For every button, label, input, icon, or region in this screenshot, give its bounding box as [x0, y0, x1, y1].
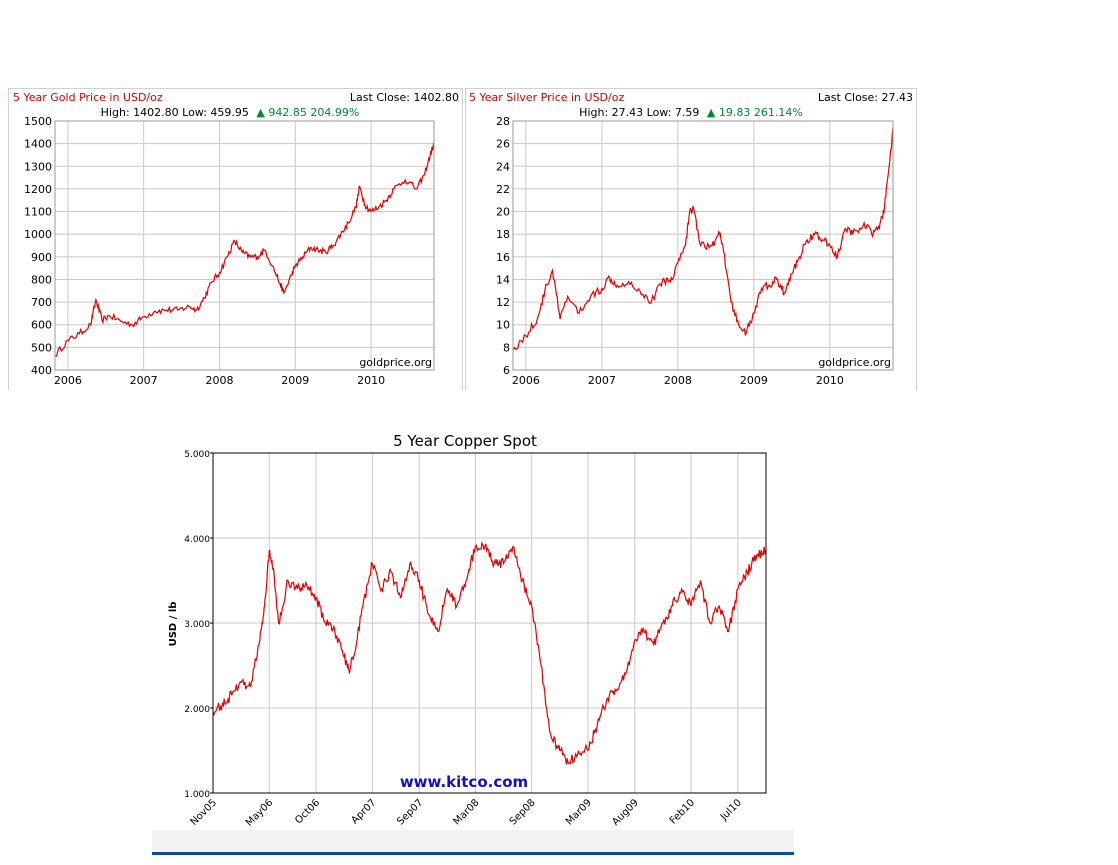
copper-y-tick-label: 4.000: [184, 535, 210, 545]
copper-y-tick-label: 1.000: [184, 790, 210, 800]
silver-x-tick-label: 2010: [816, 374, 844, 387]
copper-plot-border: [212, 452, 767, 794]
silver-y-tick-label: 20: [496, 206, 510, 219]
silver-y-tick-label: 18: [496, 228, 510, 241]
silver-y-tick-label: 12: [496, 296, 510, 309]
gold-plot-border: [54, 120, 435, 371]
copper-x-tick-label: Nov05: [189, 797, 220, 828]
silver-y-tick-label: 28: [496, 115, 510, 128]
gold-y-tick-label: 1000: [24, 228, 52, 241]
silver-x-ticks: 2006 2007 2008 2009 2010: [512, 374, 844, 387]
silver-y-ticks: 6 8 10 12 14 16 18 20 22 24 26 28: [496, 115, 510, 377]
gold-y-tick-label: 1400: [24, 138, 52, 151]
bottom-rule: [152, 852, 794, 855]
silver-y-tick-label: 14: [496, 273, 510, 286]
gold-x-ticks: 2006 2007 2008 2009 2010: [54, 374, 385, 387]
silver-y-tick-label: 26: [496, 138, 510, 151]
gold-change: 942.85 204.99%: [268, 106, 359, 119]
copper-y-ticks: 1.000 2.000 3.000 4.000 5.000: [184, 450, 213, 800]
copper-grid: [212, 452, 766, 794]
silver-chart-svg: 5 Year Silver Price in USD/oz Last Close…: [465, 88, 917, 390]
copper-x-tick-label: Sep08: [508, 797, 538, 827]
silver-high-low: High: 27.43 Low: 7.59: [579, 106, 699, 119]
gold-x-tick-label: 2008: [205, 374, 233, 387]
silver-change-arrow-icon: ▲: [707, 106, 716, 119]
copper-title: 5 Year Copper Spot: [393, 432, 537, 450]
gold-y-tick-label: 1100: [24, 206, 52, 219]
silver-x-tick-label: 2008: [664, 374, 692, 387]
copper-chart-svg: 5 Year Copper Spot USD / lb 1.000 2.000 3.…: [168, 432, 767, 829]
silver-title: 5 Year Silver Price in USD/oz: [469, 91, 624, 104]
gold-watermark: goldprice.org: [359, 356, 432, 369]
copper-x-tick-label: May06: [244, 797, 275, 828]
silver-x-tick-label: 2007: [588, 374, 616, 387]
gold-x-tick-label: 2007: [130, 374, 158, 387]
copper-y-tick-label: 3.000: [184, 620, 210, 630]
gold-y-tick-label: 400: [31, 364, 52, 377]
silver-price-line: [512, 127, 894, 351]
copper-y-tick-label: 2.000: [184, 705, 210, 715]
copper-spot-chart: 5 Year Copper Spot USD / lb 1.000 2.000 3.…: [152, 425, 794, 835]
copper-y-tick-label: 5.000: [184, 450, 210, 460]
gold-high-low: High: 1402.80 Low: 459.95: [101, 106, 249, 119]
gold-stats-line: High: 1402.80 Low: 459.95 ▲ 942.85 204.9…: [101, 106, 360, 119]
gold-y-tick-label: 600: [31, 319, 52, 332]
copper-x-tick-label: Mar09: [564, 797, 594, 827]
silver-price-chart: 5 Year Silver Price in USD/oz Last Close…: [465, 88, 917, 390]
gold-chart-svg: 5 Year Gold Price in USD/oz Last Close: …: [8, 88, 463, 390]
gold-price-chart: 5 Year Gold Price in USD/oz Last Close: …: [8, 88, 463, 390]
silver-y-tick-label: 16: [496, 251, 510, 264]
copper-x-tick-label: Mar08: [451, 797, 481, 827]
gold-last-close: Last Close: 1402.80: [350, 91, 459, 104]
gold-grid: [55, 120, 434, 371]
copper-x-tick-label: Oct06: [293, 797, 322, 826]
bottom-strip: [152, 830, 794, 852]
gold-y-tick-label: 1300: [24, 160, 52, 173]
silver-y-tick-label: 24: [496, 160, 510, 173]
silver-grid: [513, 120, 893, 371]
gold-y-tick-label: 900: [31, 251, 52, 264]
silver-y-tick-label: 22: [496, 183, 510, 196]
silver-watermark: goldprice.org: [818, 356, 891, 369]
copper-y-axis-label: USD / lb: [168, 602, 179, 647]
copper-x-ticks: Nov05 May06 Oct06 Apr07 Sep07 Mar08 Sep08 Mar09…: [189, 797, 744, 828]
gold-change-arrow-icon: ▲: [256, 106, 265, 119]
copper-watermark: www.kitco.com: [400, 773, 528, 791]
gold-price-line: [54, 142, 435, 357]
copper-x-tick-label: Apr07: [349, 797, 378, 826]
gold-y-tick-label: 700: [31, 296, 52, 309]
silver-stats-line: High: 27.43 Low: 7.59 ▲ 19.83 261.14%: [579, 106, 803, 119]
silver-y-tick-label: 6: [503, 364, 510, 377]
gold-y-ticks: 400 500 600 700 800 900 1000 1100 1200 1300 1400 15…: [24, 115, 52, 377]
silver-y-tick-label: 8: [503, 341, 510, 354]
silver-plot-border: [512, 120, 894, 371]
gold-title: 5 Year Gold Price in USD/oz: [13, 91, 163, 104]
copper-x-tick-label: Aug09: [610, 797, 641, 828]
copper-x-tick-label: Sep07: [395, 797, 425, 827]
copper-x-tick-label: Jul10: [718, 797, 744, 823]
gold-y-tick-label: 1200: [24, 183, 52, 196]
copper-x-tick-label: Feb10: [668, 797, 697, 826]
gold-y-tick-label: 500: [31, 341, 52, 354]
silver-x-tick-label: 2006: [512, 374, 540, 387]
gold-y-tick-label: 800: [31, 273, 52, 286]
gold-x-tick-label: 2009: [281, 374, 309, 387]
gold-y-tick-label: 1500: [24, 115, 52, 128]
silver-last-close: Last Close: 27.43: [818, 91, 913, 104]
gold-x-tick-label: 2010: [357, 374, 385, 387]
silver-y-tick-label: 10: [496, 319, 510, 332]
silver-x-tick-label: 2009: [740, 374, 768, 387]
silver-change: 19.83 261.14%: [719, 106, 803, 119]
copper-price-line: [212, 541, 767, 765]
gold-x-tick-label: 2006: [54, 374, 82, 387]
